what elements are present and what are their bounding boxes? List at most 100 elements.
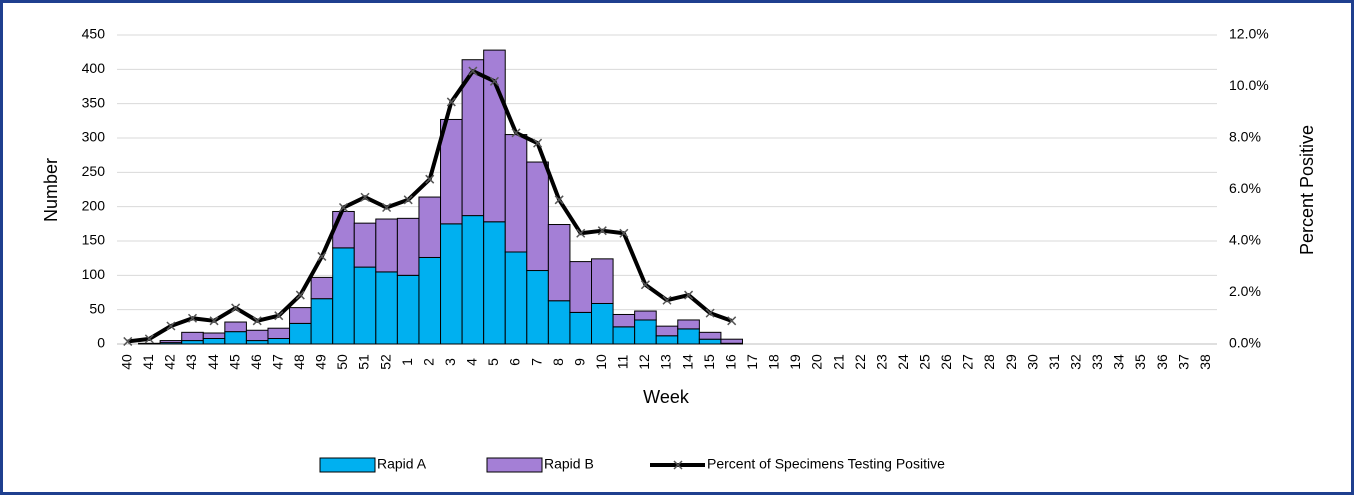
y2-tick-label: 0.0% <box>1229 335 1261 351</box>
x-tick-label: 23 <box>873 354 889 370</box>
bar <box>310 298 334 345</box>
x-tick-label: 10 <box>593 354 609 370</box>
marker <box>489 76 499 86</box>
marker <box>295 290 305 300</box>
y-tick-label: 450 <box>82 26 106 42</box>
marker <box>576 228 586 238</box>
y2-tick-label: 4.0% <box>1229 232 1261 248</box>
marker <box>684 290 694 300</box>
legend-label: Rapid B <box>544 456 594 472</box>
bar <box>504 251 528 345</box>
marker <box>597 226 607 236</box>
y-tick-label: 350 <box>82 94 106 110</box>
x-tick-label: 32 <box>1068 354 1084 370</box>
x-tick-label: 19 <box>787 354 803 370</box>
x-tick-label: 37 <box>1175 354 1191 370</box>
bar <box>396 274 420 345</box>
bar <box>181 340 204 345</box>
bar <box>720 338 743 344</box>
bar <box>418 256 442 345</box>
marker <box>554 195 564 205</box>
x-tick-label: 13 <box>658 354 674 370</box>
marker <box>425 174 435 184</box>
marker <box>533 138 543 148</box>
x-tick-label: 49 <box>313 354 329 370</box>
marker <box>338 202 349 213</box>
x-tick-label: 38 <box>1197 354 1213 370</box>
bar <box>504 134 528 253</box>
bar <box>181 331 204 342</box>
bar <box>353 222 377 268</box>
marker <box>144 334 154 344</box>
marker <box>446 97 456 107</box>
marker <box>468 66 478 76</box>
marker <box>274 311 284 321</box>
y-tick-label: 150 <box>82 232 106 248</box>
x-tick-label: 43 <box>183 354 199 370</box>
x-tick-label: 46 <box>248 354 264 370</box>
x-tick-label: 35 <box>1132 354 1148 370</box>
x-tick-label: 11 <box>615 355 631 370</box>
bar <box>245 329 269 342</box>
x-tick-label: 14 <box>679 354 695 370</box>
bar <box>353 266 377 345</box>
y-axis-title: Number <box>41 158 61 222</box>
x-axis-title: Week <box>643 387 690 407</box>
bar <box>569 261 593 313</box>
marker <box>317 251 327 261</box>
marker <box>727 316 737 326</box>
legend-label: Percent of Specimens Testing Positive <box>707 456 945 472</box>
marker <box>511 128 521 138</box>
x-tick-label: 27 <box>960 354 976 370</box>
bar <box>569 311 593 345</box>
y2-axis-title: Percent Positive <box>1297 125 1317 255</box>
bar <box>677 328 700 345</box>
y-tick-label: 250 <box>82 163 106 179</box>
bar <box>138 342 161 345</box>
legend-swatch <box>673 460 683 470</box>
x-tick-label: 22 <box>852 354 868 370</box>
y-tick-label: 400 <box>82 60 106 76</box>
marker <box>187 313 198 323</box>
marker <box>640 280 650 290</box>
bar <box>526 161 549 272</box>
x-tick-label: 8 <box>550 358 566 366</box>
y-tick-label: 300 <box>82 129 106 145</box>
x-tick-label: 41 <box>140 354 156 370</box>
bar <box>310 276 334 300</box>
y-tick-label: 100 <box>82 266 106 282</box>
x-tick-label: 6 <box>507 358 523 366</box>
bar <box>332 210 355 249</box>
y2-tick-label: 6.0% <box>1229 180 1261 196</box>
x-tick-label: 28 <box>981 354 997 370</box>
y2-tick-label: 8.0% <box>1229 129 1261 145</box>
bar <box>224 321 247 333</box>
x-tick-label: 4 <box>464 358 480 366</box>
y2-tick-label: 10.0% <box>1229 77 1269 93</box>
bar <box>612 313 636 328</box>
bar <box>591 258 614 304</box>
bar <box>591 302 614 345</box>
bar <box>677 319 700 330</box>
x-tick-label: 52 <box>377 354 393 370</box>
x-tick-label: 26 <box>938 354 954 370</box>
x-tick-label: 44 <box>205 354 221 370</box>
marker <box>382 202 392 213</box>
bar <box>267 327 291 340</box>
x-tick-label: 20 <box>809 354 825 370</box>
x-tick-label: 45 <box>226 354 242 370</box>
bar <box>547 300 571 345</box>
bar <box>289 307 312 324</box>
marker <box>662 295 672 305</box>
marker <box>360 192 370 202</box>
legend-label: Rapid A <box>377 456 427 472</box>
marker <box>209 316 219 326</box>
x-tick-label: 29 <box>1003 354 1019 370</box>
x-tick-label: 7 <box>528 358 544 366</box>
y2-tick-label: 2.0% <box>1229 283 1261 299</box>
marker <box>252 316 262 326</box>
x-tick-label: 47 <box>269 354 285 370</box>
marker <box>123 336 133 346</box>
bar <box>461 215 485 345</box>
